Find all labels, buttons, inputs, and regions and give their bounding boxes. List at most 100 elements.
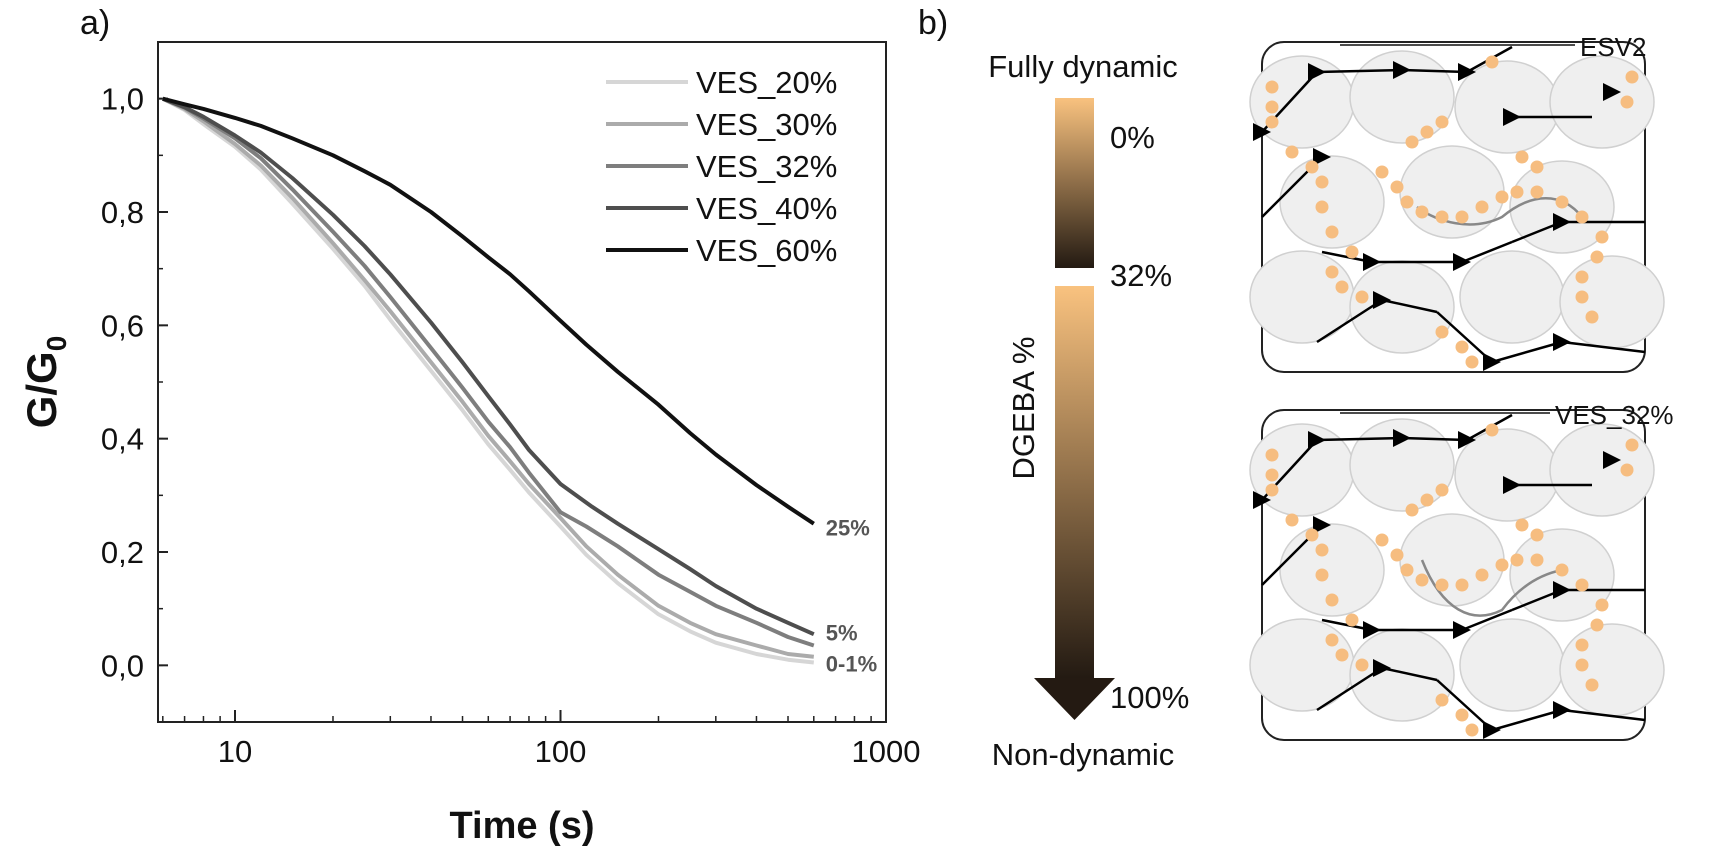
dynamic-bond-bead bbox=[1435, 325, 1449, 339]
crosslink-junction bbox=[1253, 123, 1271, 141]
x-tick-label: 1000 bbox=[852, 734, 921, 769]
network-cell bbox=[1349, 50, 1455, 144]
network-cell bbox=[1549, 423, 1655, 517]
dynamic-bond-bead bbox=[1315, 175, 1329, 189]
crosslink-junction bbox=[1603, 451, 1621, 469]
series-line bbox=[161, 96, 815, 659]
crosslink-junction bbox=[1503, 108, 1521, 126]
network-cell bbox=[1399, 513, 1505, 607]
dynamic-bond-bead bbox=[1285, 513, 1299, 527]
y-axis-label-subscript: 0 bbox=[41, 336, 72, 352]
dynamic-bond-bead bbox=[1575, 210, 1589, 224]
dynamic-bond-bead bbox=[1405, 503, 1419, 517]
dynamic-bond-bead bbox=[1530, 185, 1544, 199]
crosslink-junction bbox=[1313, 148, 1331, 166]
dynamic-bond-bead bbox=[1595, 598, 1609, 612]
y-tick-label: 0,4 bbox=[101, 422, 144, 457]
covalent-link bbox=[1316, 298, 1383, 344]
dynamic-bond-bead bbox=[1485, 423, 1499, 437]
dynamic-bond-bead bbox=[1475, 568, 1489, 582]
covalent-link bbox=[1316, 68, 1403, 74]
covalent-link bbox=[1401, 436, 1468, 442]
legend-label: VES_30% bbox=[696, 107, 837, 142]
y-ticks: 0,0 0,2 0,4 0,6 0,8 1,0 bbox=[101, 41, 168, 723]
gradient-top-label: Fully dynamic bbox=[988, 49, 1178, 84]
covalent-link bbox=[1381, 298, 1438, 314]
gradient-axis-label: DGEBA % bbox=[1006, 337, 1041, 480]
series-line bbox=[162, 96, 815, 648]
dynamic-bond-bead bbox=[1595, 230, 1609, 244]
end-annotation: 25% bbox=[826, 516, 870, 541]
series-line bbox=[161, 96, 815, 665]
dynamic-bond-bead bbox=[1420, 125, 1434, 139]
legend: VES_20% VES_30% VES_32% VES_40% VES_60% bbox=[606, 65, 837, 268]
dynamic-bond-bead bbox=[1315, 568, 1329, 582]
y-tick-label: 0,0 bbox=[101, 648, 144, 683]
x-ticks: 10 100 1000 bbox=[162, 710, 921, 769]
covalent-link bbox=[1436, 311, 1493, 363]
dynamic-bond-bead bbox=[1355, 658, 1369, 672]
crosslink-junction bbox=[1313, 516, 1331, 534]
crosslink-junction bbox=[1308, 431, 1326, 449]
dynamic-bond-bead bbox=[1455, 708, 1469, 722]
dynamic-bond-bead bbox=[1415, 205, 1429, 219]
plot-frame bbox=[157, 41, 887, 723]
y-tick-label: 0,2 bbox=[101, 535, 144, 570]
dynamic-bond-bead bbox=[1625, 438, 1639, 452]
network-cell bbox=[1459, 618, 1565, 712]
crosslink-junction bbox=[1553, 213, 1571, 231]
dynamic-bond-bead bbox=[1390, 180, 1404, 194]
dynamic-bond-bead bbox=[1390, 548, 1404, 562]
network-cell bbox=[1279, 155, 1385, 249]
network-cell bbox=[1349, 628, 1455, 722]
crosslink-junction bbox=[1453, 621, 1471, 639]
dynamic-bond-bead bbox=[1530, 553, 1544, 567]
relaxation-chart: 0,0 0,2 0,4 0,6 0,8 1,0 10 100 1000 25% 5% 0-1% V… bbox=[18, 41, 921, 847]
network-cell bbox=[1399, 145, 1505, 239]
crosslink-junction bbox=[1553, 701, 1571, 719]
dynamic-bond-bead bbox=[1530, 528, 1544, 542]
network-cell bbox=[1454, 428, 1560, 522]
dynamic-bond-bead bbox=[1315, 200, 1329, 214]
dynamic-bond-bead bbox=[1585, 310, 1599, 324]
dynamic-bond-bead bbox=[1325, 633, 1339, 647]
covalent-link bbox=[1316, 666, 1383, 712]
gradient-bottom-label: Non-dynamic bbox=[992, 737, 1175, 772]
dynamic-strand bbox=[1420, 559, 1563, 617]
dynamic-bond-bead bbox=[1510, 185, 1524, 199]
crosslink-junction bbox=[1373, 291, 1391, 309]
dynamic-bond-bead bbox=[1345, 245, 1359, 259]
dynamic-bond-bead bbox=[1375, 165, 1389, 179]
network-cell bbox=[1349, 418, 1455, 512]
panel-label-a: a) bbox=[80, 4, 110, 42]
covalent-link bbox=[1401, 68, 1468, 74]
panel-label-b: b) bbox=[918, 4, 948, 42]
covalent-link bbox=[1436, 679, 1493, 731]
dynamic-bond-bead bbox=[1325, 265, 1339, 279]
gradient-arrow-head bbox=[1034, 678, 1115, 720]
dynamic-bond-bead bbox=[1355, 290, 1369, 304]
end-annotations: 25% 5% 0-1% bbox=[826, 516, 877, 677]
dynamic-bond-bead bbox=[1325, 593, 1339, 607]
network-panel-esv2 bbox=[1249, 41, 1665, 373]
dynamic-bond-bead bbox=[1265, 100, 1279, 114]
dynamic-bond-bead bbox=[1620, 463, 1634, 477]
dynamic-bond-bead bbox=[1575, 638, 1589, 652]
crosslink-junction bbox=[1553, 581, 1571, 599]
legend-label: VES_20% bbox=[696, 65, 837, 100]
dynamic-bond-bead bbox=[1455, 578, 1469, 592]
network-cell bbox=[1559, 255, 1665, 349]
dynamic-bond-bead bbox=[1625, 70, 1639, 84]
dynamic-bond-bead bbox=[1400, 563, 1414, 577]
covalent-link bbox=[1561, 340, 1646, 354]
dynamic-bond-bead bbox=[1585, 678, 1599, 692]
network-label-ves32: VES_32% bbox=[1555, 400, 1674, 430]
dynamic-bond-bead bbox=[1435, 115, 1449, 129]
dynamic-bond-bead bbox=[1575, 578, 1589, 592]
dynamic-bond-bead bbox=[1465, 355, 1479, 369]
dynamic-bond-bead bbox=[1265, 80, 1279, 94]
network-cell bbox=[1459, 250, 1565, 344]
end-annotation: 5% bbox=[826, 620, 858, 645]
crosslink-junction bbox=[1603, 83, 1621, 101]
